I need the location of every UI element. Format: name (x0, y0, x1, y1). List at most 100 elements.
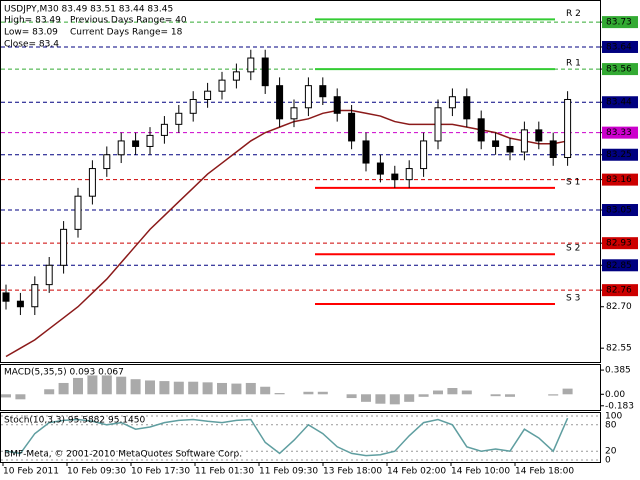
tick-box (602, 259, 638, 272)
candle-body (146, 134, 154, 147)
macd-bar (346, 394, 357, 399)
y-tick-label: -0.183 (605, 401, 634, 411)
macd-bar (188, 381, 199, 395)
tick-box (602, 173, 638, 186)
macd-bar (58, 382, 69, 395)
symbol: USDJPY,M30 83.49 83.51 83.44 83.45 (4, 5, 173, 15)
macd-bar (490, 394, 501, 397)
y-tick-label: 80 (605, 420, 617, 430)
candle-body (319, 85, 327, 98)
candle-body (88, 168, 96, 197)
y-tick-label: 82.76 (606, 286, 632, 296)
macd-bar (404, 394, 415, 402)
candle-body (564, 98, 572, 159)
y-tick-label: 83.56 (606, 65, 632, 75)
candle-body (175, 112, 183, 125)
stoch-panel (0, 412, 601, 463)
candle-body (132, 140, 140, 147)
candle-body (549, 140, 557, 159)
macd-bar (461, 390, 472, 395)
candle-body (16, 300, 24, 308)
prev-range: Previous Days Range= 40 (70, 16, 187, 26)
candle-body (420, 140, 428, 170)
close: Close= 83.4 (4, 40, 59, 50)
y-tick-label: 83.44 (606, 98, 632, 108)
tick-box (602, 204, 638, 217)
macd-bar (130, 379, 141, 395)
y-tick-label: 83.16 (606, 175, 632, 185)
tick-box (602, 96, 638, 109)
tick-box (602, 126, 638, 139)
candle-body (31, 284, 39, 308)
macd-bar (116, 376, 127, 395)
pivot-label: S 1 (566, 177, 580, 187)
y-tick-label: 83.73 (606, 18, 632, 28)
y-tick-label: 20 (605, 447, 617, 457)
y-tick-label: 82.93 (606, 239, 632, 249)
candle-body (520, 129, 528, 153)
macd-bar (44, 389, 55, 395)
candle-body (434, 107, 442, 142)
candle-body (60, 228, 68, 266)
x-tick-label: 11 Feb 09:30 (259, 467, 318, 477)
macd-bar (245, 382, 256, 395)
x-tick-label: 10 Feb 2011 (3, 467, 59, 477)
candle-body (189, 98, 197, 114)
layer (1, 18, 600, 461)
candle-body (304, 85, 312, 109)
candle-body (218, 79, 226, 92)
macd-bar (361, 394, 371, 402)
cur-range: Current Days Range= 18 (70, 28, 183, 38)
moving-average (5, 109, 568, 358)
x-tick-label: 11 Feb 01:30 (195, 467, 254, 477)
pivot-label: R 2 (566, 9, 581, 19)
tick-box (602, 284, 638, 297)
candle-body (463, 96, 471, 120)
macd-bar (217, 382, 227, 395)
x-tick-label: 13 Feb 18:00 (323, 467, 382, 477)
x-tick-label: 14 Feb 10:00 (451, 467, 510, 477)
copyright: BMF-Meta, © 2001-2010 MetaQuotes Softwar… (4, 450, 242, 460)
y-tick-label: 82.55 (606, 344, 632, 354)
macd-bar (202, 382, 213, 395)
tick-box (602, 63, 638, 76)
tick-box (602, 40, 638, 53)
macd-title: MACD(5,35,5) 0.093 0.067 (4, 368, 124, 378)
tick-box (602, 148, 638, 161)
macd-bar (562, 388, 573, 395)
candle-body (232, 71, 240, 81)
candle-body (506, 145, 514, 153)
y-tick-label: 0.385 (605, 366, 631, 376)
macd-bar (548, 394, 559, 396)
x-tick-label: 14 Feb 02:00 (387, 467, 446, 477)
macd-bar (260, 386, 271, 395)
candle-body (348, 112, 356, 142)
stoch-title: Stoch(10,3,3) 95.5882 95.1450 (4, 416, 145, 426)
candle-body (103, 154, 111, 170)
y-tick-label: 82.70 (606, 302, 632, 312)
pivot-label: S 3 (566, 293, 580, 303)
x-tick-label: 10 Feb 09:30 (67, 467, 126, 477)
candle-body (333, 96, 341, 114)
high: High= 83.49 (4, 16, 61, 26)
candle-body (477, 118, 485, 142)
y-tick-label: 82.85 (606, 261, 632, 271)
macd-bar (87, 375, 98, 395)
y-tick-label: 83.25 (606, 150, 632, 160)
tick-box (602, 237, 638, 250)
macd-bar (418, 394, 429, 397)
macd-bar (274, 393, 285, 395)
candle-body (160, 123, 168, 136)
macd-bar (73, 377, 83, 395)
x-tick-label: 14 Feb 18:00 (515, 467, 574, 477)
y-tick-label: 83.33 (606, 128, 632, 138)
candle-body (276, 85, 284, 120)
x-tick-label: 10 Feb 17:30 (131, 467, 190, 477)
y-tick-label: 0.00 (605, 390, 625, 400)
macd-bar (101, 375, 112, 395)
macd-bar (375, 394, 386, 404)
candle-body (362, 140, 370, 164)
candle-body (45, 264, 53, 286)
macd-bar (389, 394, 400, 405)
